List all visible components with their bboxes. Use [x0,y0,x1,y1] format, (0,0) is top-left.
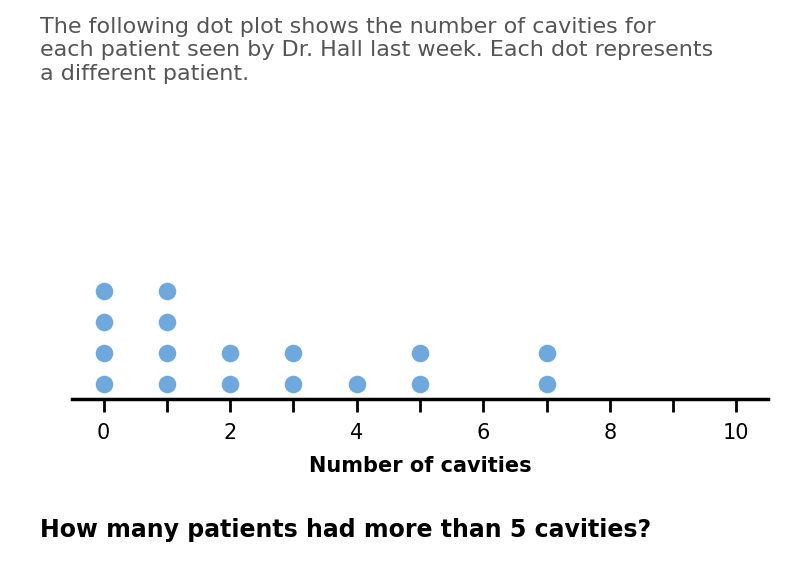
Point [414,348,426,357]
Point [98,379,110,388]
Text: The following dot plot shows the number of cavities for
each patient seen by Dr.: The following dot plot shows the number … [40,17,714,83]
Point [540,348,553,357]
Point [98,348,110,357]
Point [350,379,363,388]
Point [224,348,237,357]
Point [161,287,174,296]
Text: How many patients had more than 5 cavities?: How many patients had more than 5 caviti… [40,518,651,542]
Point [98,317,110,327]
Point [161,379,174,388]
Point [287,348,300,357]
Point [287,379,300,388]
Point [224,379,237,388]
Point [161,317,174,327]
X-axis label: Number of cavities: Number of cavities [309,457,531,477]
Point [161,348,174,357]
Point [540,379,553,388]
Point [414,379,426,388]
Point [98,287,110,296]
